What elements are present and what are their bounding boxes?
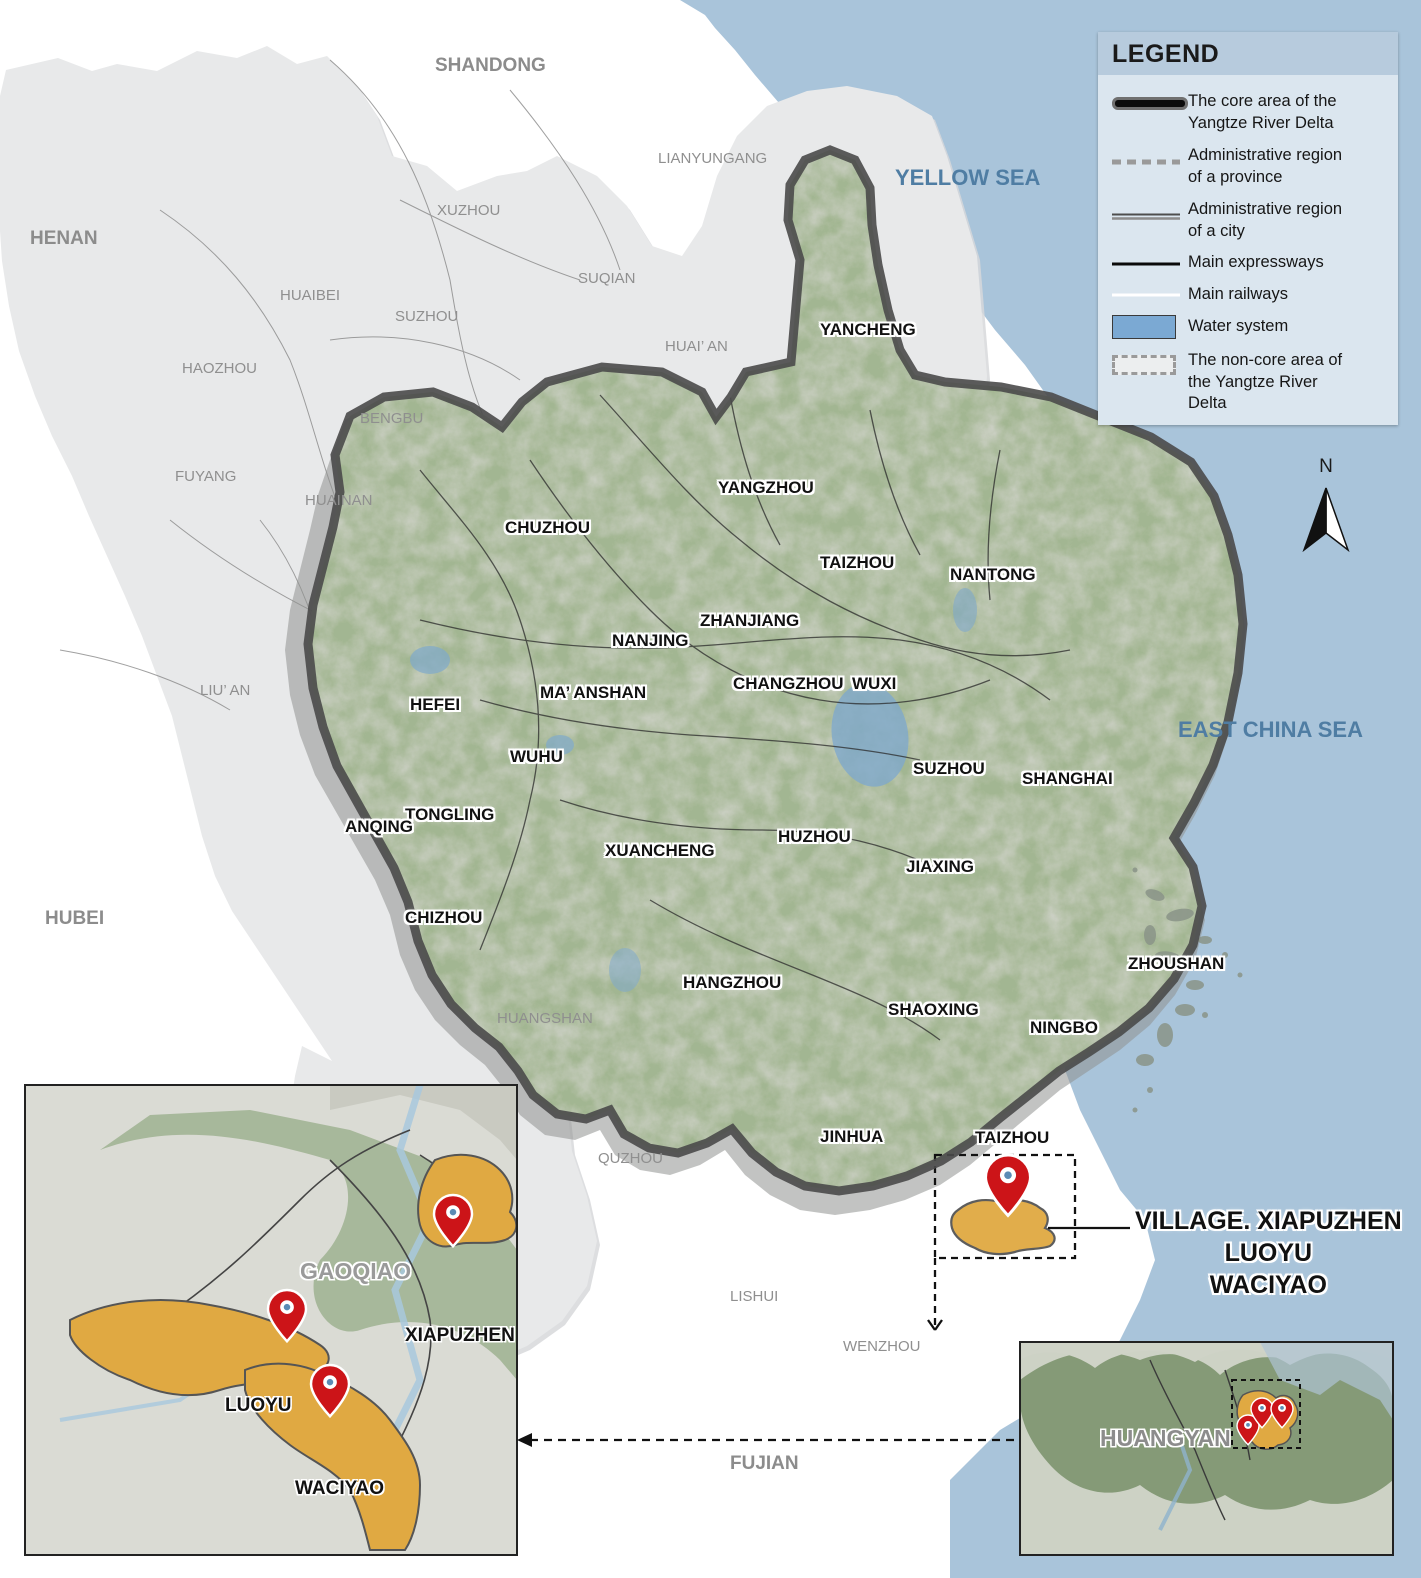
svg-text:N: N: [1319, 456, 1333, 477]
